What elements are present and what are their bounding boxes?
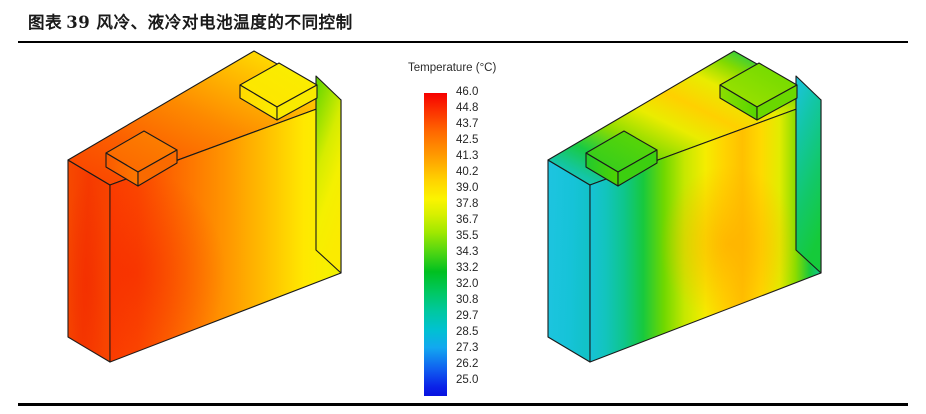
colorbar-tick: 43.7 bbox=[456, 118, 479, 130]
colorbar-tick-labels: 46.0 44.8 43.7 42.5 41.3 40.2 39.0 37.8 … bbox=[456, 86, 536, 402]
colorbar-tick: 28.5 bbox=[456, 326, 479, 338]
battery-terminal-right-side bbox=[756, 84, 798, 121]
colorbar-tick: 44.8 bbox=[456, 102, 479, 114]
battery-terminal-right-side bbox=[276, 84, 318, 121]
colorbar-tick: 27.3 bbox=[456, 342, 479, 354]
caption-divider-top bbox=[18, 41, 908, 43]
colorbar-tick: 42.5 bbox=[456, 134, 479, 146]
battery-right-edge-strip bbox=[315, 75, 342, 274]
colorbar-tick: 30.8 bbox=[456, 294, 479, 306]
battery-right-edge-strip bbox=[795, 75, 822, 274]
colorbar-tick: 34.3 bbox=[456, 246, 479, 258]
colorbar-tick: 35.5 bbox=[456, 230, 479, 242]
caption-number: 39 bbox=[66, 13, 91, 32]
colorbar-tick: 32.0 bbox=[456, 278, 479, 290]
colorbar-tick: 39.0 bbox=[456, 182, 479, 194]
air-cooled-battery-panel bbox=[58, 50, 418, 398]
colorbar-tick: 37.8 bbox=[456, 198, 479, 210]
battery-left-end-face bbox=[547, 159, 591, 363]
colorbar-tick: 25.0 bbox=[456, 374, 479, 386]
battery-terminal-left-side bbox=[617, 149, 658, 187]
caption-prefix: 图表 bbox=[28, 13, 63, 32]
air-cooled-battery-render bbox=[67, 50, 342, 363]
colorbar-tick: 29.7 bbox=[456, 310, 479, 322]
caption-text: 风冷、液冷对电池温度的不同控制 bbox=[96, 13, 353, 32]
colorbar-tick: 46.0 bbox=[456, 86, 479, 98]
liquid-cooled-battery-render bbox=[547, 50, 822, 363]
liquid-cooled-battery-panel bbox=[538, 50, 898, 398]
figure-divider-bottom bbox=[18, 403, 908, 406]
temperature-colorbar: Temperature (°C) 46.0 44.8 43.7 42.5 41.… bbox=[408, 62, 543, 402]
figure-plot-area: Temperature (°C) 46.0 44.8 43.7 42.5 41.… bbox=[18, 50, 908, 398]
colorbar-title: Temperature (°C) bbox=[408, 62, 497, 74]
figure-caption: 图表 39 风冷、液冷对电池温度的不同控制 bbox=[28, 9, 353, 33]
colorbar-gradient bbox=[424, 93, 447, 396]
colorbar-tick: 41.3 bbox=[456, 150, 479, 162]
battery-terminal-left-side bbox=[137, 149, 178, 187]
colorbar-tick: 26.2 bbox=[456, 358, 479, 370]
colorbar-tick: 33.2 bbox=[456, 262, 479, 274]
colorbar-tick: 40.2 bbox=[456, 166, 479, 178]
colorbar-tick: 36.7 bbox=[456, 214, 479, 226]
